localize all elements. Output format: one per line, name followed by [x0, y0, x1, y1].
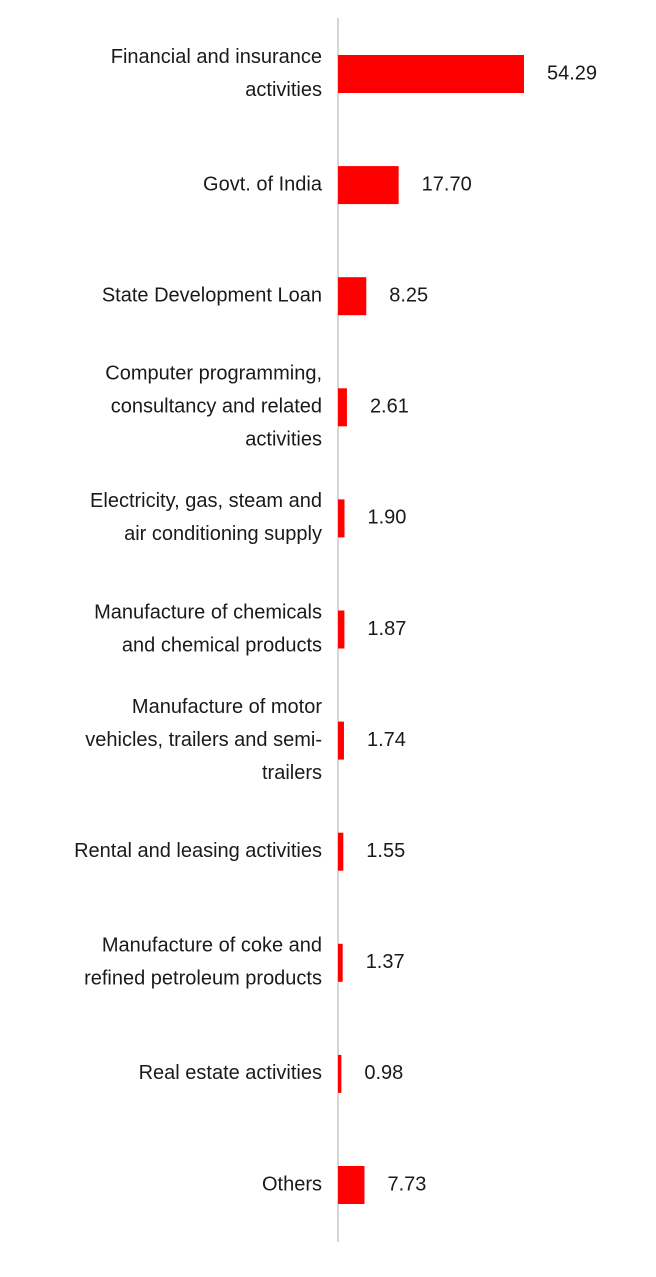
category-label-9: Real estate activities	[139, 1062, 322, 1084]
category-label-8: Manufacture of coke and refined petroleum…	[84, 935, 322, 990]
value-label-5: 1.87	[367, 618, 406, 640]
bar-10	[338, 1166, 365, 1204]
category-label-line: Manufacture of coke and	[102, 935, 322, 957]
category-label-line: and chemical products	[122, 634, 322, 656]
value-label-6: 1.74	[367, 729, 406, 751]
category-label-5: Manufacture of chemicals and chemical pro…	[94, 601, 322, 656]
category-label-line: Rental and leasing activities	[74, 840, 322, 862]
bar-8	[338, 943, 343, 982]
value-labels-group: 54.29 17.70 8.25 2.61 1.90 1.87 1.74 1.55 1.37 0.…	[364, 62, 597, 1195]
bar-4	[338, 499, 345, 538]
category-label-line: Computer programming,	[105, 363, 322, 385]
category-label-line: refined petroleum products	[84, 968, 322, 990]
category-label-line: Manufacture of chemicals	[94, 601, 322, 623]
category-label-line: consultancy and related	[111, 396, 322, 418]
value-label-7: 1.55	[366, 840, 405, 862]
category-labels-group: Financial and insurance activities Govt. o…	[74, 46, 323, 1196]
category-label-6: Manufacture of motor vehicles, trailers a…	[85, 696, 322, 784]
bar-0	[338, 55, 524, 93]
category-label-line: air conditioning supply	[124, 523, 322, 545]
bar-9	[338, 1054, 342, 1093]
category-label-line: Electricity, gas, steam and	[90, 490, 322, 512]
bars-group	[338, 55, 524, 1204]
category-label-7: Rental and leasing activities	[74, 840, 322, 862]
value-label-2: 8.25	[389, 284, 428, 306]
bar-6	[338, 721, 344, 760]
value-label-0: 54.29	[547, 62, 597, 84]
category-label-line: activities	[245, 79, 322, 101]
value-label-9: 0.98	[364, 1062, 403, 1084]
value-label-4: 1.90	[368, 507, 407, 529]
category-label-line: State Development Loan	[102, 284, 322, 306]
bar-3	[338, 388, 347, 427]
category-label-line: vehicles, trailers and semi-	[85, 729, 322, 751]
category-label-line: Others	[262, 1173, 322, 1195]
bar-5	[338, 610, 345, 649]
bar-7	[338, 832, 344, 871]
category-label-0: Financial and insurance activities	[111, 46, 322, 101]
category-label-line: trailers	[262, 762, 322, 784]
value-label-1: 17.70	[422, 173, 472, 195]
category-label-4: Electricity, gas, steam and air condition…	[90, 490, 322, 545]
value-label-3: 2.61	[370, 396, 409, 418]
category-label-line: Financial and insurance	[111, 46, 322, 68]
category-label-line: Real estate activities	[139, 1062, 322, 1084]
bar-1	[338, 166, 399, 205]
category-label-2: State Development Loan	[102, 284, 322, 306]
category-label-line: Manufacture of motor	[132, 696, 322, 718]
category-label-10: Others	[262, 1173, 322, 1195]
category-label-3: Computer programming, consultancy and rel…	[105, 363, 322, 451]
value-label-10: 7.73	[387, 1173, 426, 1195]
category-label-1: Govt. of India	[203, 173, 323, 195]
value-label-8: 1.37	[366, 951, 405, 973]
category-label-line: Govt. of India	[203, 173, 323, 195]
category-label-line: activities	[245, 429, 322, 451]
bar-2	[338, 277, 367, 316]
